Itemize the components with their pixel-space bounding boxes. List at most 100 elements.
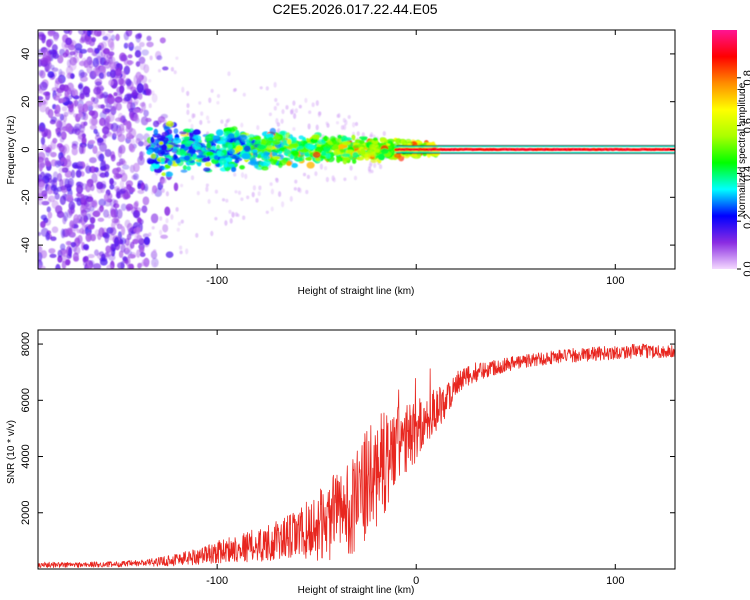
spectrogram-cell [44, 217, 51, 226]
spectrogram-cell [145, 117, 152, 123]
spectrogram-cell [115, 67, 122, 77]
spectrogram-cell [294, 179, 298, 184]
spectrogram-cell [304, 97, 308, 103]
spectrogram-cell [89, 157, 97, 164]
spectrogram-cell [314, 157, 321, 162]
spectrogram-cell [59, 137, 65, 143]
spectrogram-cell [90, 200, 96, 206]
spectrogram-cell [254, 139, 261, 145]
snr-y-tick-label: 4000 [20, 444, 32, 468]
spectrogram-cell [175, 158, 181, 164]
spectrogram-cell [65, 123, 73, 133]
spectrogram-cell [354, 121, 359, 127]
spectrogram-cell [306, 161, 315, 169]
spectrogram-cell [66, 87, 72, 95]
spectrogram-cell [127, 187, 136, 193]
spectrogram-cell [126, 233, 132, 241]
spectrogram-cell [261, 165, 269, 171]
spectrogram-cell [292, 127, 296, 131]
spectrogram-cell [83, 59, 89, 69]
spectrogram-cell [97, 208, 104, 214]
spectrogram-cell [360, 154, 369, 159]
spectrogram-cell [150, 153, 157, 160]
spectrogram-cell [136, 226, 141, 236]
spectrogram-cell [118, 127, 125, 134]
spectrogram-cell [165, 217, 169, 224]
spectrogram-cell [370, 132, 374, 138]
spectrogram-cell [82, 86, 91, 96]
spectrogram-cell [353, 175, 358, 181]
spectrogram-cell [213, 154, 219, 161]
spectrogram-cell [74, 43, 83, 51]
spectrogram-cell [352, 121, 356, 128]
spectrogram-y-tick-label: -40 [20, 237, 32, 253]
spectrogram-cell [148, 103, 152, 109]
spectrogram-cell [129, 144, 136, 153]
spectrogram-cell [152, 249, 156, 254]
spectrogram-cell [275, 118, 279, 124]
spectrogram-cell [62, 114, 67, 123]
spectrogram-cell [141, 205, 148, 213]
spectrogram-cell [132, 98, 139, 105]
spectrogram-cell [74, 99, 79, 107]
spectrogram-cell [285, 105, 289, 110]
spectrogram-cell [275, 178, 279, 183]
spectrogram-cell [153, 167, 163, 174]
spectrogram-cell [113, 236, 120, 247]
spectrogram-cell [351, 134, 356, 141]
spectrogram-cell [139, 252, 146, 258]
spectrogram-cell [73, 113, 78, 118]
spectrogram-cell [400, 139, 406, 145]
spectrogram-cell [192, 153, 197, 161]
spectrogram-cell [137, 217, 142, 224]
spectrogram-cell [101, 164, 108, 171]
spectrogram-cell [73, 256, 80, 262]
spectrogram-cell [205, 151, 214, 156]
spectrogram-cell [110, 208, 117, 218]
spectrogram-cell [91, 37, 96, 43]
spectrogram-cell [356, 131, 360, 136]
spectrogram-cell [230, 166, 237, 173]
spectrogram-cell [48, 248, 56, 254]
spectrogram-cell [74, 197, 81, 202]
spectrogram-x-tick-label: -100 [206, 275, 228, 287]
spectrogram-cell [341, 153, 351, 158]
spectrogram-cell [127, 253, 136, 259]
spectrogram-cell [353, 144, 359, 149]
spectrogram-cell [109, 198, 117, 208]
spectrogram-cell [148, 232, 152, 237]
spectrogram-cell [247, 134, 255, 138]
spectrogram-cell [63, 211, 69, 222]
spectrogram-cell [204, 161, 212, 167]
spectrogram-cell [188, 148, 197, 154]
spectrogram-cell [65, 37, 73, 46]
spectrogram-cell [151, 226, 155, 230]
spectrogram-cell [40, 250, 48, 259]
spectrogram-cell [97, 138, 102, 146]
spectrogram-cell [119, 85, 124, 95]
spectrogram-cell [231, 211, 235, 218]
spectrogram-cell [307, 156, 312, 161]
spectrogram-cell [135, 61, 141, 67]
snr-y-label: SNR (10 * v/v) [6, 420, 17, 484]
spectrogram-cell [87, 224, 95, 230]
spectrogram-cell [154, 146, 160, 154]
spectrogram-cell [76, 181, 82, 187]
spectrogram-cell [112, 167, 120, 175]
spectrogram-cell [240, 122, 244, 128]
spectrogram-cell [255, 198, 259, 203]
spectrogram-cell [55, 127, 62, 132]
spectrogram-cell [345, 149, 354, 154]
spectrogram-cell [216, 94, 221, 98]
spectrogram-cell [134, 207, 142, 213]
spectrogram-cell [86, 65, 93, 74]
spectrogram-cell [116, 223, 123, 230]
spectrogram-cell [68, 100, 73, 105]
spectrogram-cell [72, 126, 80, 133]
spectrogram-cell [77, 30, 86, 35]
spectrogram-x-ticks: -100 100 [206, 30, 624, 287]
spectrogram-cell [146, 35, 152, 42]
spectrogram-cell [269, 127, 277, 135]
spectrogram-cell [186, 109, 190, 116]
spectrogram-cell [64, 183, 72, 189]
